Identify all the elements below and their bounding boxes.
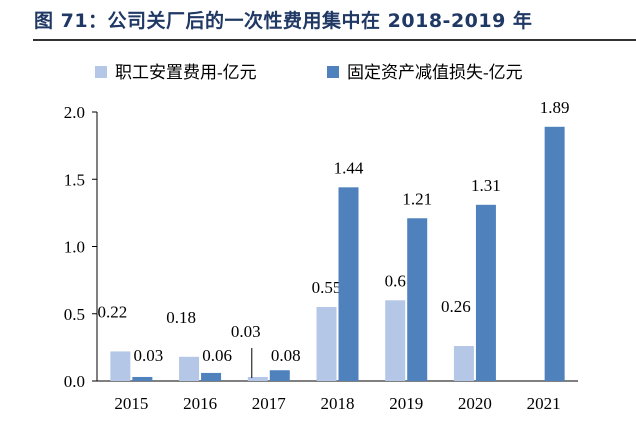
- bar-staff-2017: [247, 376, 268, 381]
- y-tick-label: 2.0: [64, 103, 85, 122]
- data-label: 0.03: [231, 322, 261, 341]
- bar-impairment-2019: [407, 218, 428, 381]
- figure-title: 图 71：公司关厂后的一次性费用集中在 2018-2019 年: [34, 10, 533, 32]
- data-label: 1.89: [540, 98, 570, 117]
- title-divider: [33, 39, 636, 41]
- x-tick-label: 2016: [183, 394, 217, 413]
- bar-impairment-2018: [338, 187, 359, 381]
- data-label: 0.26: [441, 297, 471, 316]
- data-label: 0.06: [202, 346, 232, 365]
- data-label: 0.08: [271, 346, 301, 365]
- data-label: 1.31: [471, 176, 501, 195]
- x-tick-label: 2015: [114, 394, 148, 413]
- x-tick-label: 2019: [389, 394, 423, 413]
- x-tick-label: 2018: [321, 394, 355, 413]
- bar-staff-2019: [385, 300, 406, 381]
- bar-impairment-2020: [475, 204, 496, 381]
- bar-staff-2018: [316, 307, 337, 381]
- y-tick-label: 1.5: [64, 170, 85, 189]
- data-label: 0.22: [97, 302, 127, 321]
- data-label: 1.44: [334, 158, 364, 177]
- legend-label-2: 固定资产减值损失-亿元: [347, 63, 523, 82]
- bar-impairment-2017: [269, 370, 290, 381]
- bar-staff-2020: [453, 346, 474, 381]
- y-tick-label: 0.5: [64, 305, 85, 324]
- y-tick-label: 1.0: [64, 238, 85, 257]
- legend-label-1: 职工安置费用-亿元: [115, 63, 257, 82]
- data-label: 0.03: [133, 346, 163, 365]
- bar-impairment-2015: [132, 376, 153, 381]
- data-label: 0.55: [312, 278, 342, 297]
- bar-impairment-2016: [201, 372, 222, 381]
- x-tick-label: 2021: [527, 394, 561, 413]
- bar-impairment-2021: [544, 126, 565, 381]
- x-tick-label: 2020: [458, 394, 492, 413]
- legend-swatch-1: [95, 66, 107, 78]
- bar-staff-2015: [110, 351, 131, 381]
- legend-swatch-2: [327, 66, 339, 78]
- data-label: 1.21: [402, 189, 432, 208]
- x-tick-label: 2017: [252, 394, 287, 413]
- data-label: 0.6: [385, 271, 406, 290]
- data-label: 0.18: [166, 308, 196, 327]
- bar-staff-2016: [179, 356, 200, 381]
- y-tick-label: 0.0: [64, 372, 85, 391]
